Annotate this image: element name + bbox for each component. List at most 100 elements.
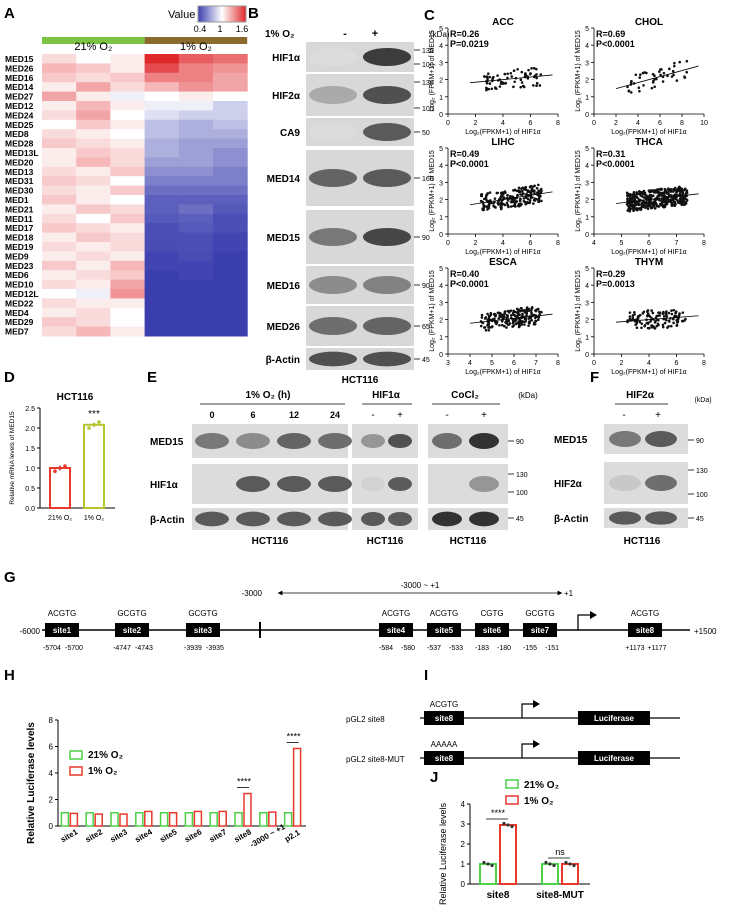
blot-row-label: HIF2α: [554, 479, 583, 490]
scatter-point: [531, 185, 535, 188]
heatmap-cell: [213, 279, 248, 290]
site-position: -151: [545, 645, 559, 652]
gene-label: MED17: [5, 223, 34, 233]
heatmap-cell: [178, 213, 214, 224]
promoter-start: -6000: [20, 627, 41, 636]
scatter-point: [667, 324, 670, 328]
bar: [49, 467, 71, 509]
lane-plus: +: [372, 28, 378, 40]
protein-band: [609, 431, 641, 447]
scatter-point: [488, 75, 492, 79]
scatter-point: [631, 206, 634, 210]
scatter-point: [539, 187, 543, 191]
heatmap-cell: [213, 82, 248, 93]
heatmap-cell: [144, 260, 180, 271]
scatter-point: [672, 203, 676, 207]
y-tick-label: 0: [439, 352, 443, 359]
y-tick-label: 0: [585, 232, 589, 239]
site-box: [523, 623, 557, 637]
scatter-point: [506, 204, 510, 208]
site-box: [427, 623, 461, 637]
scatter-point: [669, 324, 673, 328]
scatter-point: [635, 320, 639, 324]
scatter-point: [535, 67, 538, 71]
scatter-point: [500, 203, 504, 206]
x-axis-label: Log₂(FPKM+1) of HIF1α: [611, 369, 686, 376]
p-value: P=0.0219: [450, 39, 489, 49]
protein-band: [388, 434, 412, 448]
heatmap-cell: [144, 289, 180, 299]
scatter-point: [626, 209, 630, 212]
blot-row-label: MED15: [150, 437, 184, 448]
scatter-point: [635, 191, 638, 194]
scatter-point: [658, 187, 662, 191]
protein-band: [361, 434, 385, 448]
y-tick-label: 2: [439, 198, 443, 205]
x-tick-label: 6: [529, 240, 533, 247]
bar: [283, 812, 293, 827]
scatter-point: [654, 316, 658, 320]
scatter-point: [517, 310, 520, 314]
marker-label: 130: [422, 48, 434, 55]
scatter-point: [498, 313, 502, 317]
x-tick-label: 2: [474, 240, 478, 247]
blot-row-label: HIF1α: [272, 53, 301, 64]
heatmap-cell: [178, 279, 214, 290]
scatter-point: [535, 191, 539, 195]
site-box: [424, 751, 464, 765]
heatmap-cell: [144, 251, 180, 262]
x-tick-label: 8: [556, 360, 560, 367]
protein-band: [363, 123, 411, 141]
heatmap-cell: [144, 129, 180, 140]
protein-band: [318, 476, 352, 492]
scatter-point: [675, 324, 679, 327]
x-tick-label: 10: [700, 120, 708, 127]
panel-letter-I: I: [424, 667, 428, 684]
scatter-point: [511, 199, 514, 203]
scatter-point: [530, 318, 534, 322]
panel-letter-F: F: [590, 369, 599, 386]
scatter-point: [638, 320, 642, 324]
y-tick-label: 5: [439, 266, 443, 273]
scatter-point: [670, 309, 673, 312]
heatmap-cell: [110, 119, 146, 130]
scatter-point: [626, 85, 629, 89]
scatter-point: [657, 70, 661, 73]
site-sequence: ACGTG: [48, 609, 76, 618]
gene-label: MED31: [5, 176, 34, 186]
heatmap-cell: [42, 91, 77, 102]
marker-label: 100: [516, 490, 528, 497]
heatmap-cell: [42, 279, 77, 290]
heatmap-cell: [144, 176, 180, 187]
site-position: -3935: [206, 645, 224, 652]
scatter-point: [493, 205, 496, 209]
panel-letter-H: H: [4, 667, 15, 684]
y-tick-label: 3: [439, 180, 443, 187]
scatter-point: [669, 200, 673, 204]
y-tick-label: 4: [439, 283, 443, 290]
data-point: [548, 862, 552, 866]
scatter-point: [652, 204, 656, 208]
scatter-point: [524, 202, 527, 206]
scatter-point: [659, 68, 662, 71]
heatmap-cell: [144, 91, 180, 102]
scatter-point: [494, 86, 497, 89]
legend-colorbar: [197, 5, 247, 23]
protein-band: [309, 228, 357, 246]
scatter-point: [486, 77, 489, 81]
scatter-point: [668, 67, 671, 71]
y-axis-label: Log₂ (FPKM+1) of MED15: [429, 270, 436, 352]
y-tick-label: 4: [49, 769, 54, 778]
scatter-point: [501, 191, 504, 194]
scatter-point: [681, 202, 685, 206]
scatter-point: [526, 190, 530, 194]
heatmap-cell: [213, 298, 248, 309]
scatter-point: [486, 312, 489, 316]
scatter-point: [505, 201, 509, 205]
heatmap-cell: [110, 91, 146, 102]
scatter-point: [659, 73, 662, 77]
scatter-point: [661, 194, 664, 197]
scatter-point: [511, 321, 515, 325]
scatter-point: [479, 199, 483, 203]
heatmap-cell: [110, 270, 146, 281]
